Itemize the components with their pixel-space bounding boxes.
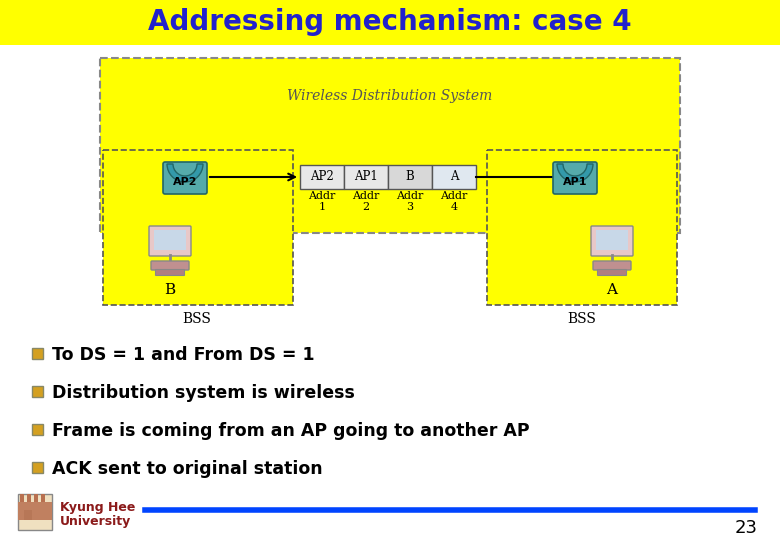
Bar	[487, 150, 677, 305]
Bar	[32, 348, 43, 359]
Wedge shape	[557, 164, 593, 182]
Wedge shape	[167, 164, 203, 182]
Bar	[24, 510, 32, 520]
FancyBboxPatch shape	[593, 261, 631, 270]
Text: AP2: AP2	[310, 171, 334, 184]
Bar	[154, 230, 186, 250]
Text: University: University	[60, 515, 131, 528]
Text: Addr: Addr	[308, 191, 335, 201]
Text: 23: 23	[735, 519, 758, 537]
Bar	[596, 230, 628, 250]
Text: AP2: AP2	[172, 177, 197, 187]
FancyBboxPatch shape	[591, 226, 633, 256]
Bar	[100, 58, 680, 233]
FancyBboxPatch shape	[151, 261, 189, 270]
Bar	[20, 494, 24, 502]
Text: Addr: Addr	[396, 191, 424, 201]
Text: Distribution system is wireless: Distribution system is wireless	[52, 384, 355, 402]
Bar	[103, 150, 293, 305]
Text: Kyung Hee: Kyung Hee	[60, 501, 136, 514]
FancyBboxPatch shape	[149, 226, 191, 256]
Text: B: B	[165, 283, 176, 297]
Text: Wireless Distribution System: Wireless Distribution System	[287, 89, 493, 103]
Text: AP1: AP1	[354, 171, 378, 184]
Text: B: B	[406, 171, 414, 184]
Bar	[34, 494, 38, 502]
Text: BSS: BSS	[183, 312, 211, 326]
Bar	[0, 0, 780, 45]
Text: AP1: AP1	[562, 177, 587, 187]
Bar	[27, 494, 31, 502]
Bar	[18, 494, 52, 530]
Text: BSS: BSS	[568, 312, 597, 326]
FancyBboxPatch shape	[155, 269, 185, 275]
Text: A: A	[607, 283, 618, 297]
FancyBboxPatch shape	[553, 162, 597, 194]
Bar	[388, 165, 432, 189]
Bar	[41, 494, 45, 502]
Text: Addressing mechanism: case 4: Addressing mechanism: case 4	[148, 9, 632, 37]
Text: 2: 2	[363, 202, 370, 212]
Text: Addr: Addr	[353, 191, 380, 201]
FancyBboxPatch shape	[597, 269, 626, 275]
Text: 3: 3	[406, 202, 413, 212]
Text: 4: 4	[450, 202, 458, 212]
Text: To DS = 1 and From DS = 1: To DS = 1 and From DS = 1	[52, 346, 314, 364]
Text: Frame is coming from an AP going to another AP: Frame is coming from an AP going to anot…	[52, 422, 530, 440]
Text: 1: 1	[318, 202, 325, 212]
Bar	[432, 165, 476, 189]
Bar	[32, 462, 43, 473]
Text: A: A	[450, 171, 459, 184]
Bar	[300, 165, 344, 189]
Bar	[18, 502, 52, 520]
FancyBboxPatch shape	[163, 162, 207, 194]
Text: Addr: Addr	[441, 191, 468, 201]
Text: ACK sent to original station: ACK sent to original station	[52, 460, 323, 478]
Bar	[32, 424, 43, 435]
Bar	[344, 165, 388, 189]
Bar	[32, 386, 43, 397]
